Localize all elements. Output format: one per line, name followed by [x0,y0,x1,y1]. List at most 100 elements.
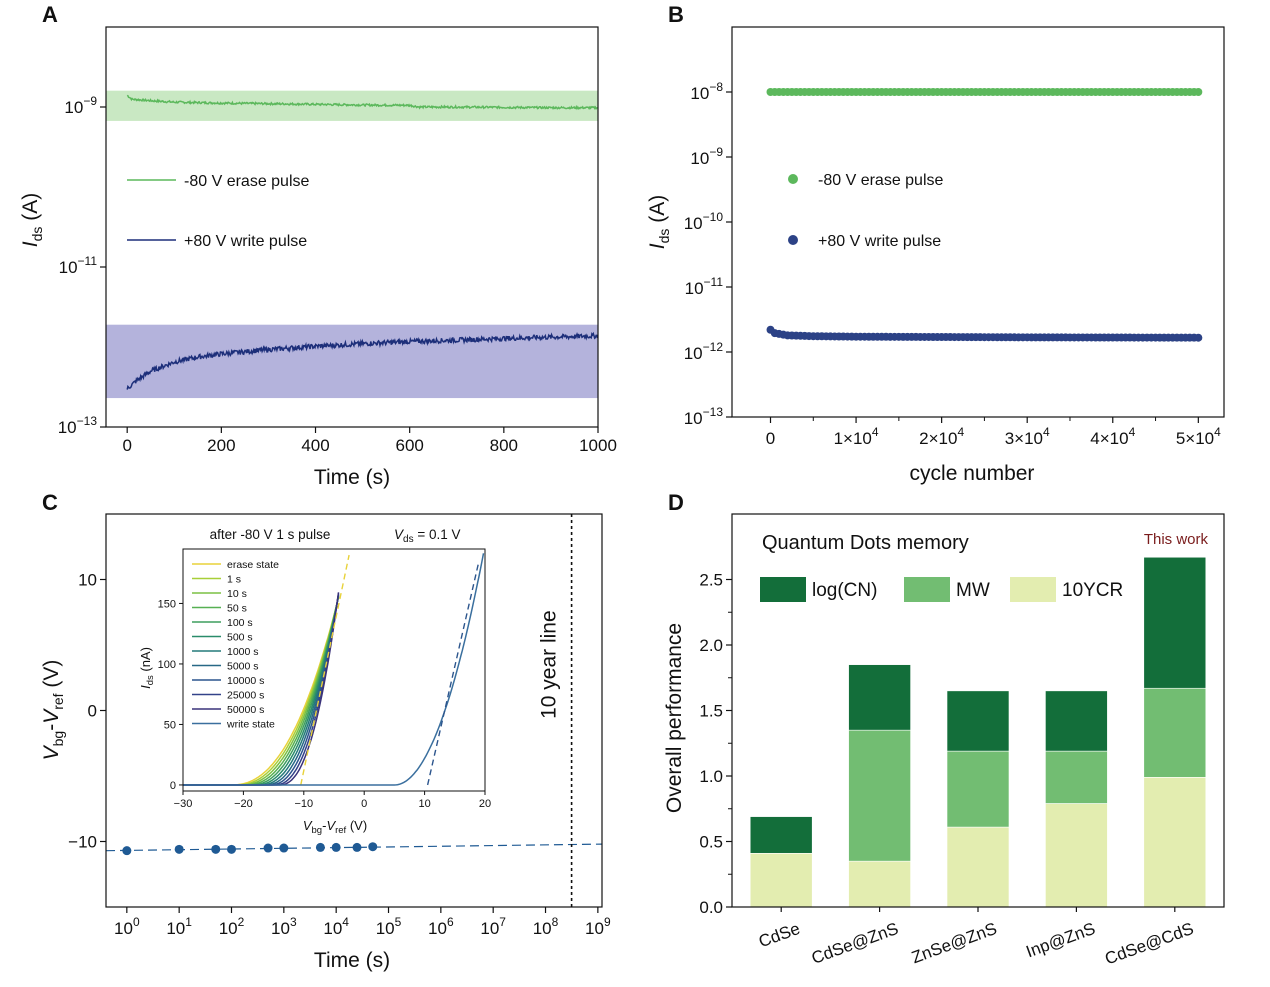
panel-b-letter: B [668,2,684,27]
x-tick-label: 800 [490,436,518,455]
inset-title: after -80 V 1 s pulse [210,527,331,542]
panel-b: B 0 1×104 2×104 3×104 4×104 5×104 10−1310−121… [646,2,1225,485]
panel-a-frame [105,26,599,428]
x-tick-label: 400 [301,436,329,455]
x-tick-label: CdSe@ZnS [809,919,901,968]
inset-erase-fit [300,554,350,786]
panel-d-title: Quantum Dots memory [762,532,969,554]
x-tick-label: 600 [395,436,423,455]
inset-vds-label: Vds = 0.1 V [394,527,461,545]
bar-segment [946,750,1010,828]
panel-c-letter: C [42,490,58,515]
erase-points [766,88,1203,96]
inset-frame [182,548,486,792]
retention-point [279,843,289,853]
y-tick-label: 0.5 [699,833,723,852]
y-tick-label: 10 [78,571,97,590]
legend-erase-label: -80 V erase pulse [184,173,310,190]
x-tick-label: 102 [219,915,245,938]
x-tick-label: CdSe [756,919,802,951]
inset-x-tick-label: −30 [174,798,193,810]
x-tick-label: Inp@ZnS [1024,919,1098,962]
inset-x-tick-label: 20 [479,798,491,810]
panel-a-ylabel: Ids (A) [19,193,45,247]
y-tick-label: 10−11 [59,254,98,277]
inset-legend-label: write state [226,719,275,731]
panel-a-y-ticks: 10−13 10−11 10−9 [58,94,106,437]
panel-c-y-ticks: −10 0 10 [68,571,106,852]
inset-legend-label: 100 s [227,617,253,629]
y-tick-label: 10−11 [685,275,724,298]
inset-y-tick-label: 150 [158,598,176,610]
y-tick-label: −10 [68,833,97,852]
inset-legend-label: 500 s [227,632,253,644]
x-tick-label: 101 [166,915,192,938]
panel-b-frame [731,26,1225,418]
x-tick-label: 109 [585,915,611,938]
x-tick-label: 2×104 [919,425,964,448]
inset-curve-write [183,553,485,786]
x-tick-label: 100 [114,915,140,938]
y-tick-label: 10−9 [690,145,723,168]
ten-year-label: 10 year line [538,610,561,719]
x-tick-label: 105 [376,915,402,938]
bar-segment [1045,750,1108,804]
panel-a-letter: A [42,2,58,27]
bar-segment [848,729,911,862]
bar-segment [848,860,911,908]
y-tick-label: 1.5 [699,702,723,721]
retention-fit-line [105,843,603,852]
legend-erase-label: -80 V erase pulse [818,172,944,189]
y-tick-label: 10−12 [684,340,724,363]
panel-d-y-ticks: 0.0 0.5 1.0 1.5 2.0 2.5 [699,571,732,917]
x-tick-label: 0 [122,436,131,455]
retention-point [122,846,132,856]
bar-segment [1045,803,1108,908]
panel-b-ylabel: Ids (A) [646,195,672,249]
panel-d: D 0.0 0.5 1.0 1.5 2.0 2.5 CdSe CdSe@ZnS ZnSe@Zn… [663,490,1225,969]
erase-trace [126,94,598,111]
retention-point [226,844,236,854]
inset-legend-label: 1000 s [227,646,259,658]
legend-mw-label: MW [956,580,990,601]
x-tick-label: 200 [207,436,235,455]
x-tick-label: ZnSe@ZnS [909,919,999,967]
x-tick-label: 5×104 [1176,425,1221,448]
panel-a: A 0 200 400 600 800 1000 10−13 10−11 10−9 Time … [19,2,617,489]
inset-write-fit [426,560,480,786]
legend-ycr-swatch [1010,577,1056,602]
legend-write-dot [788,235,798,245]
y-tick-label: 10−10 [684,210,724,233]
x-tick-label: 107 [480,915,506,938]
panel-a-x-ticks: 0 200 400 600 800 1000 [122,427,617,455]
bar-segment [1045,690,1108,752]
x-tick-label: CdSe@CdS [1102,919,1196,969]
inset-x-tick-label: −10 [294,798,313,810]
inset-legend-label: erase state [227,559,279,571]
write-trace [126,331,599,390]
inset-legend-label: 5000 s [227,661,259,673]
bar-segment [946,690,1010,752]
retention-point [263,843,273,853]
inset-y-ticks: 0 50 100 150 [158,598,183,792]
y-tick-label: 10−9 [64,94,97,117]
legend-mw-swatch [904,577,950,602]
y-tick-label: 2.0 [699,636,723,655]
bar-segment [749,816,813,854]
inset-ylabel: Ids (nA) [138,647,156,689]
inset-y-tick-label: 100 [158,659,176,671]
erase-point [1194,88,1203,96]
panel-c: C 10 year line 100 101 102 103 104 105 106 107 1… [40,490,611,972]
legend-write-label: +80 V write pulse [184,233,307,250]
retention-points [122,842,378,856]
y-tick-label: 0.0 [699,898,723,917]
panel-b-xlabel: cycle number [910,462,1035,485]
inset-legend-label: 10000 s [227,675,264,687]
y-tick-label: 1.0 [699,767,723,786]
inset-legend: erase state 1 s 10 s 50 s 100 s 500 s 1000 s 50… [192,559,279,731]
stacked-bars [749,556,1207,908]
y-tick-label: 2.5 [699,571,723,590]
x-tick-label: 1000 [579,436,617,455]
panel-c-xlabel: Time (s) [314,949,390,972]
